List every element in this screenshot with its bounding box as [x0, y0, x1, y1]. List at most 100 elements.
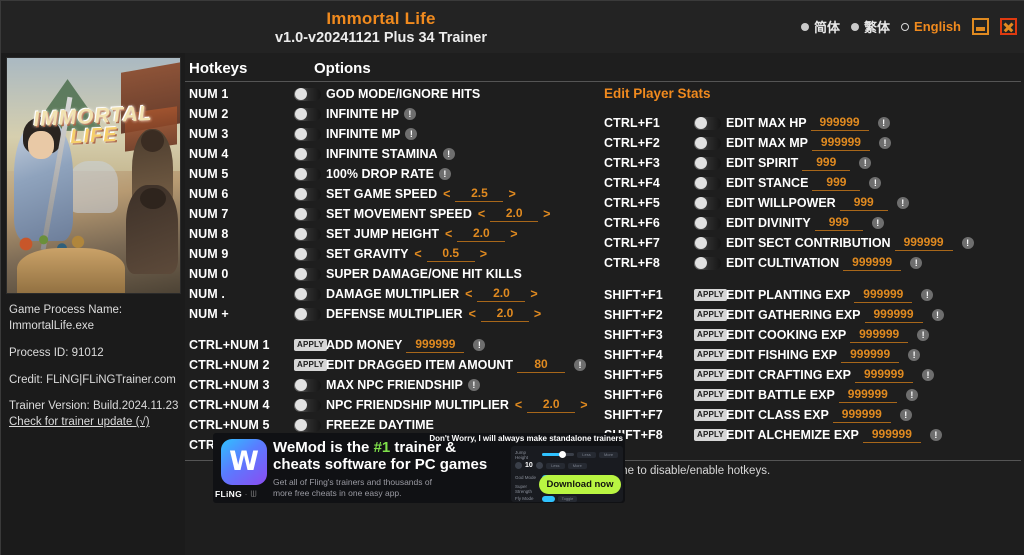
option-value[interactable]: 999 — [814, 215, 863, 231]
warning-icon[interactable]: ! — [467, 379, 480, 391]
option-toggle[interactable] — [294, 107, 321, 121]
option-value[interactable]: 2.0 — [457, 226, 506, 242]
warning-icon[interactable]: ! — [917, 329, 930, 341]
decrement-arrow-icon[interactable]: < — [414, 247, 422, 261]
apply-button[interactable]: APPLY — [694, 309, 727, 321]
warning-icon[interactable]: ! — [473, 339, 486, 351]
option-value[interactable]: 999 — [812, 175, 861, 191]
apply-button[interactable]: APPLY — [694, 329, 727, 341]
option-value[interactable]: 999999 — [838, 387, 897, 403]
option-value[interactable]: 2.0 — [480, 306, 529, 322]
apply-button[interactable]: APPLY — [694, 389, 727, 401]
minimize-icon[interactable] — [972, 18, 989, 35]
option-value[interactable]: 999999 — [843, 255, 902, 271]
apply-button[interactable]: APPLY — [694, 349, 727, 361]
decrement-arrow-icon[interactable]: < — [477, 207, 486, 221]
option-toggle[interactable] — [694, 116, 721, 130]
option-toggle[interactable] — [294, 207, 321, 221]
option-toggle[interactable] — [294, 87, 321, 101]
option-toggle[interactable] — [694, 176, 721, 190]
warning-icon[interactable]: ! — [961, 237, 974, 249]
option-toggle[interactable] — [694, 136, 721, 150]
option-toggle[interactable] — [294, 398, 321, 412]
decrement-arrow-icon[interactable]: < — [443, 187, 451, 201]
option-toggle[interactable] — [294, 227, 321, 241]
warning-icon[interactable]: ! — [403, 108, 416, 120]
option-toggle[interactable] — [294, 247, 321, 261]
lang-option-english[interactable]: English — [901, 19, 961, 34]
warning-icon[interactable]: ! — [859, 157, 872, 169]
option-toggle[interactable] — [294, 287, 321, 301]
option-value[interactable]: 999999 — [894, 235, 953, 251]
option-value[interactable]: 2.0 — [490, 206, 539, 222]
option-value[interactable]: 999999 — [810, 115, 869, 131]
option-value[interactable]: 0.5 — [426, 246, 475, 262]
lang-option-simplified[interactable]: 简体 — [801, 17, 840, 36]
warning-icon[interactable]: ! — [908, 349, 921, 361]
warning-icon[interactable]: ! — [405, 128, 418, 140]
option-toggle[interactable] — [294, 307, 321, 321]
increment-arrow-icon[interactable]: > — [543, 207, 551, 221]
option-value[interactable]: 999999 — [855, 367, 914, 383]
warning-icon[interactable]: ! — [931, 309, 944, 321]
warning-icon[interactable]: ! — [869, 177, 882, 189]
wemod-ad-banner[interactable]: W FLiNG · ᗯ WeMod is the #1 trainer & ch… — [213, 433, 625, 503]
option-value[interactable]: 999999 — [850, 327, 909, 343]
option-toggle[interactable] — [694, 216, 721, 230]
option-value[interactable]: 2.0 — [477, 286, 526, 302]
option-value[interactable]: 999999 — [864, 307, 923, 323]
decrement-arrow-icon[interactable]: < — [468, 307, 476, 321]
download-now-button[interactable]: Download now — [539, 475, 621, 494]
option-value[interactable]: 999999 — [406, 337, 465, 353]
option-toggle[interactable] — [294, 418, 321, 432]
option-toggle[interactable] — [694, 236, 721, 250]
option-value[interactable]: 999 — [802, 155, 851, 171]
option-toggle[interactable] — [294, 187, 321, 201]
check-update-link[interactable]: Check for trainer update (√) — [9, 416, 150, 429]
warning-icon[interactable]: ! — [929, 429, 942, 441]
option-value[interactable]: 80 — [517, 357, 566, 373]
warning-icon[interactable]: ! — [438, 168, 451, 180]
increment-arrow-icon[interactable]: > — [510, 227, 518, 241]
warning-icon[interactable]: ! — [877, 117, 890, 129]
warning-icon[interactable]: ! — [896, 197, 909, 209]
option-toggle[interactable] — [294, 267, 321, 281]
option-value[interactable]: 2.0 — [527, 397, 576, 413]
warning-icon[interactable]: ! — [871, 217, 884, 229]
apply-button[interactable]: APPLY — [694, 409, 727, 421]
option-toggle[interactable] — [294, 147, 321, 161]
warning-icon[interactable]: ! — [922, 369, 935, 381]
option-value[interactable]: 999 — [839, 195, 888, 211]
option-value[interactable]: 999999 — [841, 347, 900, 363]
warning-icon[interactable]: ! — [921, 289, 934, 301]
apply-button[interactable]: APPLY — [694, 289, 727, 301]
decrement-arrow-icon[interactable]: < — [514, 398, 523, 412]
decrement-arrow-icon[interactable]: < — [444, 227, 453, 241]
option-toggle[interactable] — [294, 167, 321, 181]
option-value[interactable]: 999999 — [854, 287, 913, 303]
apply-button[interactable]: APPLY — [694, 429, 727, 441]
option-toggle[interactable] — [694, 196, 721, 210]
apply-button[interactable]: APPLY — [294, 359, 327, 371]
apply-button[interactable]: APPLY — [294, 339, 327, 351]
option-toggle[interactable] — [694, 156, 721, 170]
increment-arrow-icon[interactable]: > — [508, 187, 516, 201]
decrement-arrow-icon[interactable]: < — [465, 287, 473, 301]
warning-icon[interactable]: ! — [878, 137, 891, 149]
option-toggle[interactable] — [694, 256, 721, 270]
warning-icon[interactable]: ! — [574, 359, 587, 371]
warning-icon[interactable]: ! — [905, 389, 918, 401]
lang-option-traditional[interactable]: 繁体 — [851, 17, 890, 36]
increment-arrow-icon[interactable]: > — [533, 307, 542, 321]
option-value[interactable]: 2.5 — [455, 186, 504, 202]
option-value[interactable]: 999999 — [811, 135, 870, 151]
option-value[interactable]: 999999 — [832, 407, 891, 423]
option-toggle[interactable] — [294, 127, 321, 141]
option-value[interactable]: 999999 — [862, 427, 921, 443]
increment-arrow-icon[interactable]: > — [479, 247, 488, 261]
increment-arrow-icon[interactable]: > — [580, 398, 588, 412]
increment-arrow-icon[interactable]: > — [530, 287, 538, 301]
close-icon[interactable] — [1000, 18, 1017, 35]
warning-icon[interactable]: ! — [442, 148, 455, 160]
warning-icon[interactable]: ! — [899, 409, 912, 421]
